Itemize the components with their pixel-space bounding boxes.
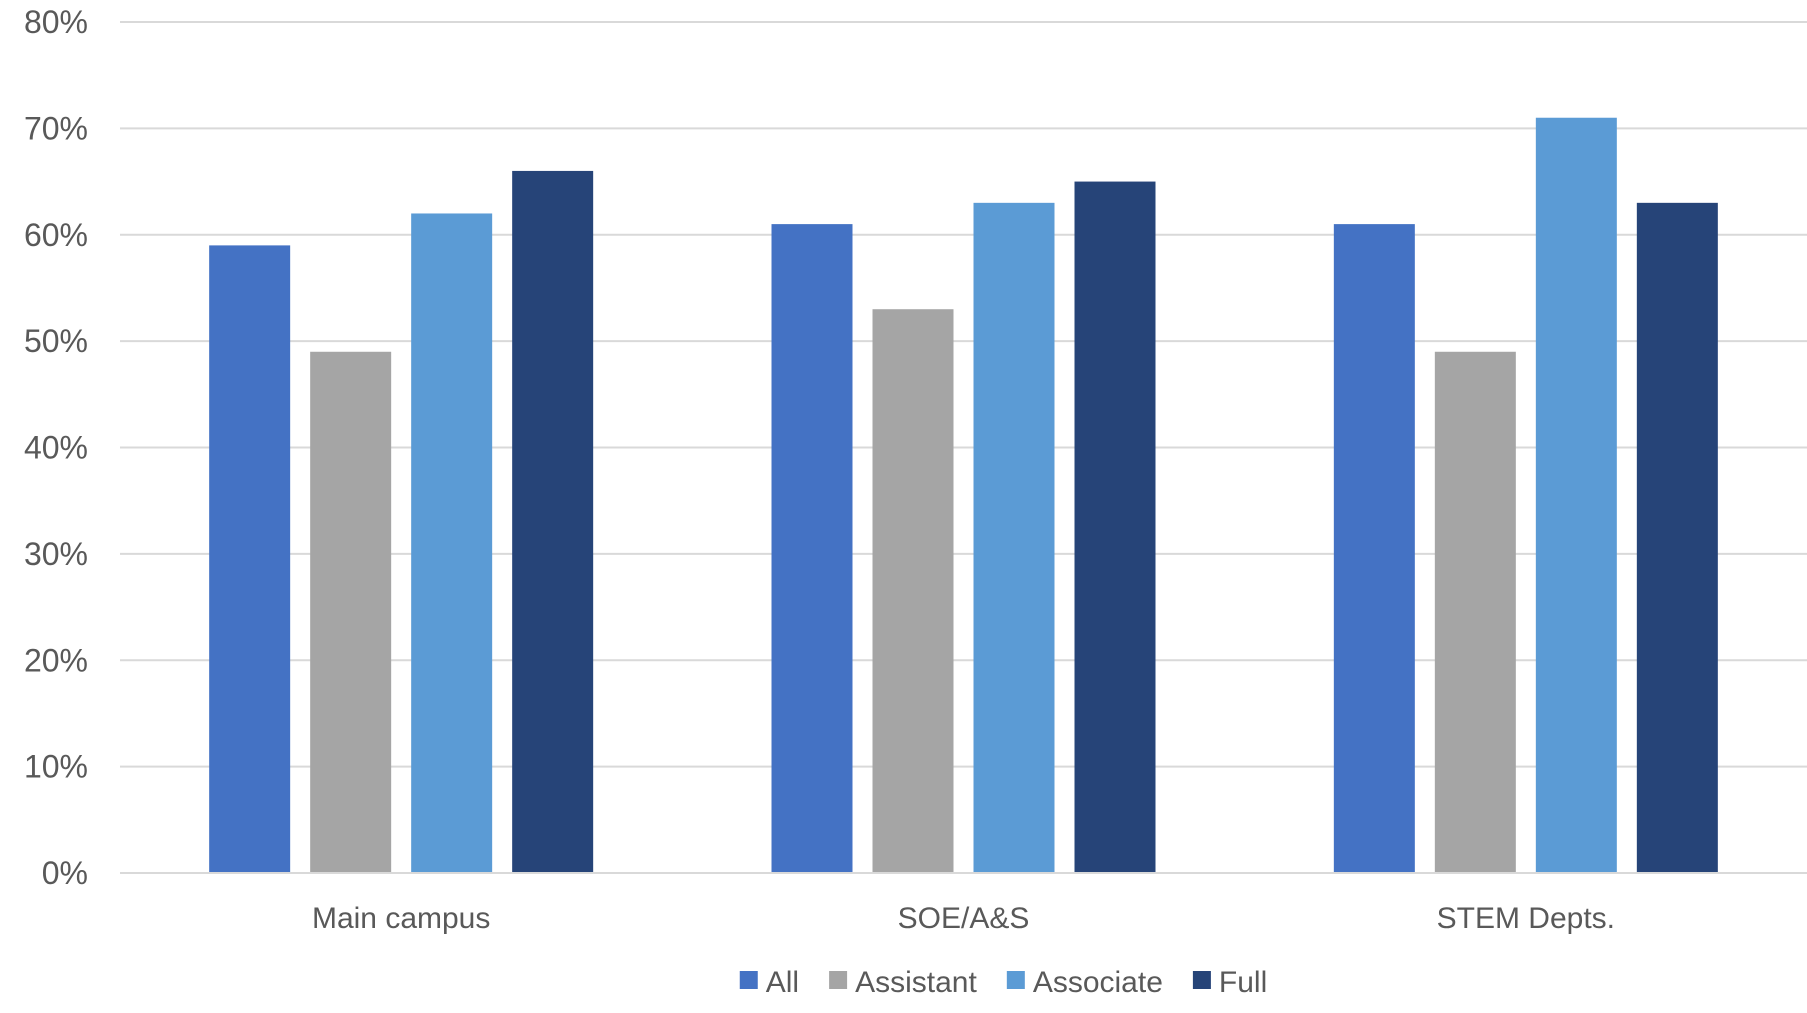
bar-all-3 [1333, 224, 1415, 874]
bar-full-2 [1074, 181, 1156, 873]
gridlines [120, 21, 1807, 768]
y-tick-label: 80% [24, 4, 88, 40]
bar-assistant-3 [1434, 351, 1516, 873]
bars [209, 117, 1718, 874]
legend-swatch [1192, 971, 1211, 989]
x-axis-category-labels: Main campus SOE/A&S STEM Depts. [312, 902, 1615, 935]
x-category-label: Main campus [312, 902, 490, 935]
legend-label: Associate [1033, 966, 1163, 999]
bar-all-1 [209, 245, 291, 873]
y-tick-label: 50% [24, 323, 88, 359]
y-tick-label: 40% [24, 430, 88, 466]
legend-item-all: All [739, 966, 799, 999]
y-tick-label: 10% [24, 749, 88, 785]
x-category-label: STEM Depts. [1437, 902, 1615, 935]
legend-swatch [739, 971, 758, 989]
y-tick-label: 60% [24, 217, 88, 253]
legend-swatch [1006, 971, 1025, 989]
x-category-label: SOE/A&S [898, 902, 1030, 935]
legend-item-associate: Associate [1006, 966, 1163, 999]
legend-label: Assistant [855, 966, 977, 999]
legend-item-assistant: Assistant [829, 966, 977, 999]
y-tick-label: 0% [42, 855, 88, 891]
bar-assistant-1 [310, 351, 392, 873]
bar-full-3 [1636, 202, 1718, 873]
bar-associate-1 [411, 213, 493, 874]
y-tick-label: 30% [24, 536, 88, 572]
legend: All Assistant Associate Full [739, 966, 1267, 999]
y-tick-label: 70% [24, 110, 88, 146]
y-tick-label: 20% [24, 642, 88, 678]
legend-label: Full [1219, 966, 1267, 999]
legend-item-full: Full [1192, 966, 1267, 999]
bar-full-1 [512, 170, 594, 874]
bar-associate-3 [1535, 117, 1617, 874]
y-axis-tick-labels: 0% 10% 20% 30% 40% 50% 60% 70% 80% [24, 4, 88, 891]
legend-swatch [829, 971, 848, 989]
bar-assistant-2 [872, 309, 954, 873]
bar-all-2 [771, 224, 853, 874]
legend-label: All [766, 966, 799, 999]
bar-associate-2 [973, 202, 1055, 873]
